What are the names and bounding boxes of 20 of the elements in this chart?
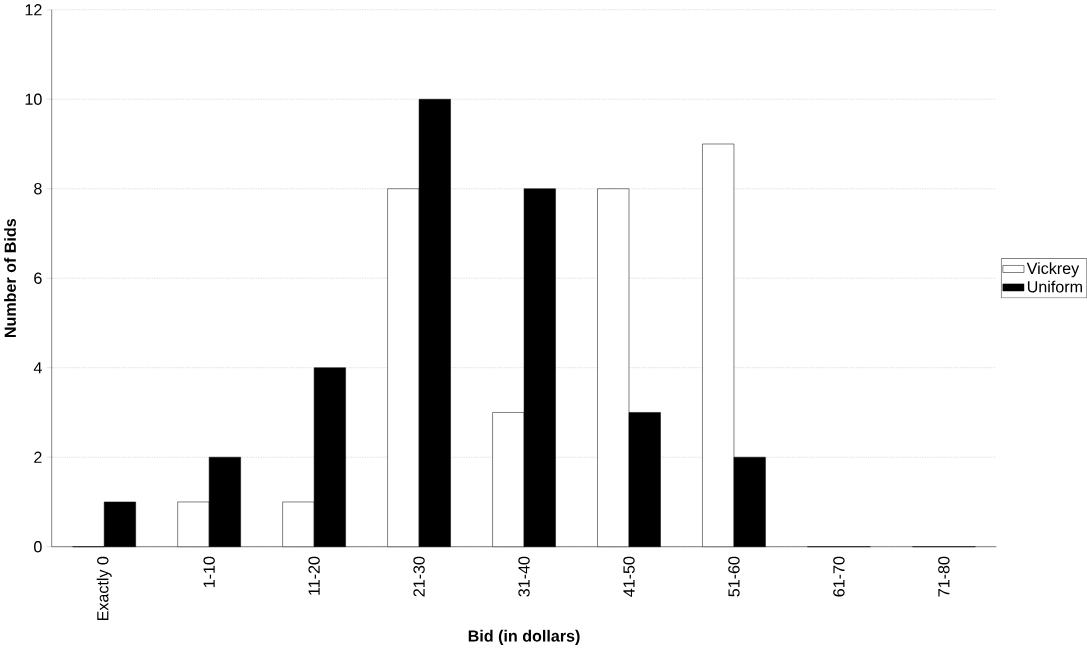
x-tick-label: 61-70 (833, 556, 845, 597)
y-axis-title: Number of Bids (4, 218, 16, 338)
x-tick-label: 21-30 (413, 556, 425, 597)
x-tick-label: Exactly 0 (96, 556, 112, 621)
x-tick-label: 41-50 (623, 556, 635, 597)
x-tick-label: 71-80 (938, 556, 950, 597)
y-tick-label: 8 (34, 183, 42, 195)
y-tick-label: 4 (33, 362, 42, 374)
legend-label: Uniform (1027, 280, 1082, 293)
x-tick-label: 51-60 (728, 556, 740, 597)
y-tick-label: 2 (34, 451, 42, 463)
x-axis-title: Bid (in dollars) (468, 629, 580, 645)
x-tick-label: 31-40 (518, 556, 530, 597)
y-tick-label: 6 (34, 272, 42, 284)
y-tick-label: 0 (34, 541, 42, 553)
y-tick-label: 12 (25, 4, 42, 16)
legend-label: Vickrey (1026, 262, 1080, 278)
x-tick-label: 1-10 (203, 556, 215, 588)
y-tick-label: 10 (25, 93, 42, 105)
x-tick-label: 11-20 (308, 556, 320, 595)
